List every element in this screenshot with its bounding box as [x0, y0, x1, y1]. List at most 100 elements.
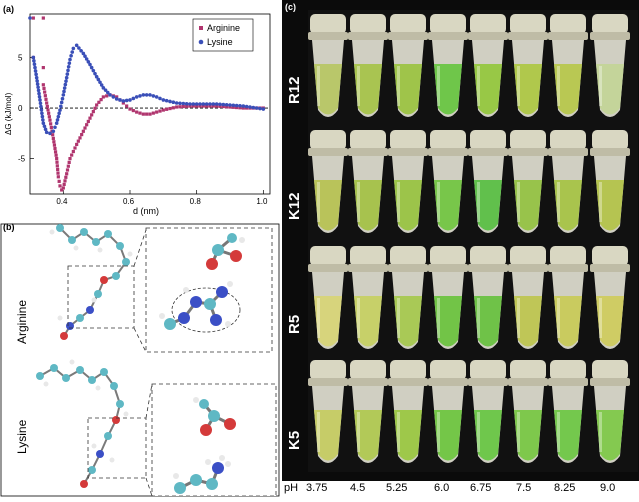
tube-k5-5: [508, 360, 548, 463]
data-point: [101, 86, 106, 90]
data-point: [218, 102, 222, 107]
data-point: [99, 83, 104, 87]
data-point: [251, 105, 256, 110]
tube-array: [308, 10, 638, 472]
data-point: [188, 102, 192, 106]
data-point: [67, 160, 71, 164]
y-tick-label: 0: [18, 104, 23, 113]
data-point: [261, 107, 266, 111]
data-point: [221, 104, 225, 109]
x-axis-label: d (nm): [133, 206, 159, 216]
legend-arginine-label: Arginine: [207, 23, 240, 33]
data-point: [31, 55, 36, 60]
data-point: [71, 149, 75, 154]
data-point: [31, 16, 35, 20]
data-point: [194, 102, 199, 106]
panel-c-label: (c): [285, 2, 296, 12]
data-point: [52, 140, 56, 144]
legend-lysine-label: Lysine: [207, 37, 233, 47]
data-point: [131, 108, 135, 113]
lysine-molecule: [36, 359, 129, 488]
data-point: [63, 82, 68, 87]
data-point: [44, 130, 49, 135]
data-point: [238, 103, 242, 108]
data-point: [45, 104, 49, 109]
data-point: [225, 105, 229, 109]
data-point: [201, 102, 206, 106]
series-lysine: [28, 16, 266, 136]
data-point: [56, 175, 60, 179]
tube-r5-6: [548, 246, 588, 349]
data-point: [34, 75, 39, 80]
data-point: [51, 133, 55, 137]
arginine-inset: [145, 227, 273, 353]
data-point: [53, 146, 57, 151]
tube-k12-4: [468, 130, 508, 233]
data-point: [181, 104, 185, 109]
data-point: [42, 86, 46, 91]
row-label-r5: R5: [286, 314, 303, 334]
data-point: [83, 126, 87, 130]
data-point: [231, 105, 235, 109]
data-point: [248, 105, 252, 109]
data-point: [71, 46, 76, 51]
data-point: [55, 160, 59, 164]
ph-prefix: pH: [284, 482, 299, 494]
arginine-molecule: [49, 224, 133, 340]
ph-value: 6.0: [434, 482, 450, 494]
data-point: [105, 94, 109, 98]
tube-r12-4: [468, 14, 508, 117]
data-point: [88, 116, 92, 120]
data-point: [178, 101, 182, 106]
data-point: [151, 111, 155, 115]
data-point: [118, 98, 122, 102]
data-point: [128, 107, 132, 111]
data-point: [198, 102, 202, 106]
data-point: [68, 57, 72, 62]
ph-value: 6.75: [470, 482, 492, 494]
data-point: [185, 104, 189, 108]
data-point: [49, 122, 53, 126]
data-point: [238, 106, 242, 110]
molecular-structures: (b) Arginine Lysine: [0, 222, 280, 497]
data-point: [35, 79, 39, 83]
data-point: [38, 98, 42, 102]
tube-r12-2: [388, 14, 428, 117]
data-point: [101, 95, 105, 99]
data-point: [131, 96, 136, 101]
data-point: [158, 96, 162, 101]
data-point: [32, 59, 36, 63]
data-point: [97, 100, 101, 104]
data-point: [134, 95, 139, 99]
x-tick-label: 0.8: [190, 197, 202, 206]
data-point: [235, 105, 239, 110]
data-point: [58, 184, 62, 188]
data-point: [78, 136, 82, 140]
legend-lysine-marker: [198, 39, 204, 45]
data-point: [224, 102, 229, 107]
data-point: [33, 69, 38, 73]
y-axis-label: ΔG (kJ/mol): [4, 92, 13, 135]
ph-value: 3.75: [306, 482, 328, 494]
data-point: [114, 97, 119, 101]
lysine-inset-molecules: [173, 397, 236, 494]
data-point: [81, 129, 85, 133]
data-point: [165, 107, 169, 111]
data-point: [99, 98, 103, 102]
arginine-zoom-box: [67, 265, 135, 329]
data-point: [62, 182, 66, 186]
data-point: [74, 43, 79, 48]
data-point: [90, 113, 94, 117]
data-point: [80, 132, 84, 137]
data-point: [208, 104, 212, 108]
data-point: [66, 64, 71, 69]
data-point: [124, 98, 129, 103]
data-point: [211, 104, 215, 108]
data-point: [231, 103, 236, 108]
lysine-side-label: Lysine: [15, 419, 29, 454]
data-point: [44, 97, 48, 101]
tube-r5-1: [348, 246, 388, 349]
data-point: [138, 111, 142, 115]
data-point: [215, 104, 219, 108]
data-point: [28, 16, 32, 20]
